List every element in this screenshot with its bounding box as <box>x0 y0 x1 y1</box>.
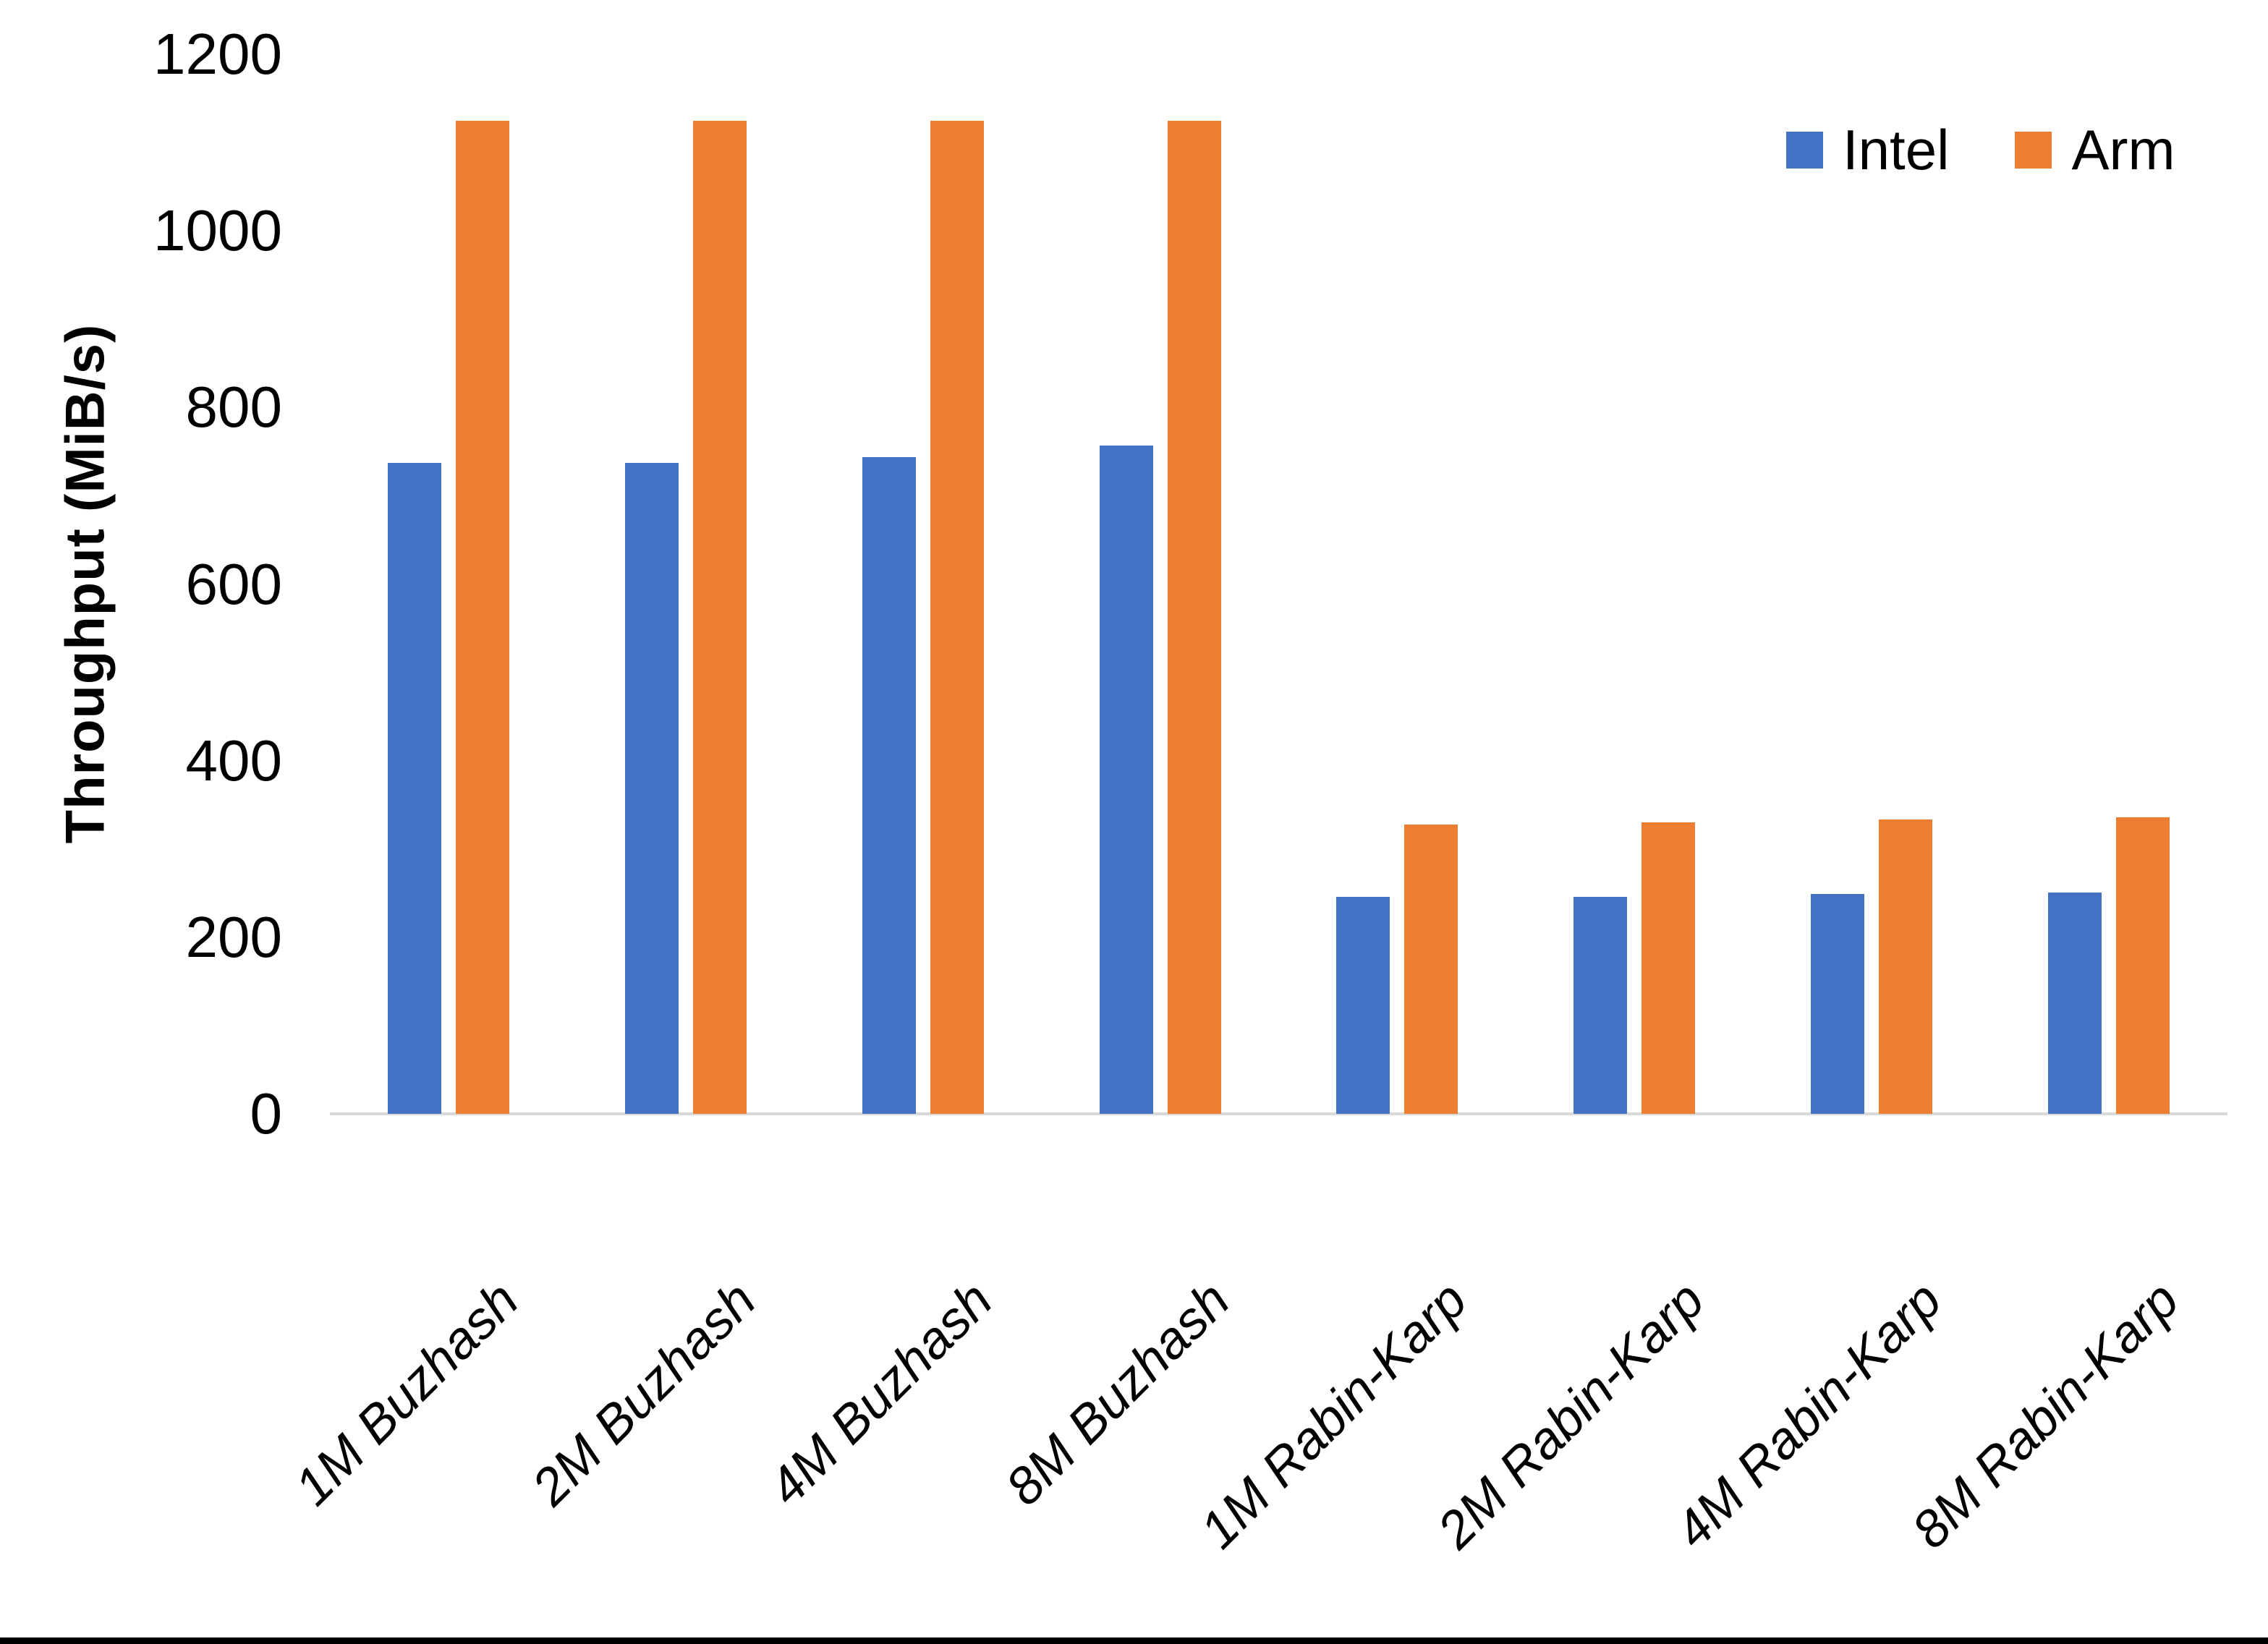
legend-label-arm: Arm <box>2071 118 2175 182</box>
bar-arm-4m-rabin-karp <box>1879 819 1932 1114</box>
bar-arm-1m-buzhash <box>456 121 509 1114</box>
y-tick-label-400: 400 <box>185 728 282 793</box>
bar-arm-8m-buzhash <box>1168 121 1221 1114</box>
y-tick-label-600: 600 <box>185 551 282 616</box>
bar-intel-4m-rabin-karp <box>1811 894 1864 1114</box>
bar-arm-8m-rabin-karp <box>2116 817 2170 1114</box>
x-category-label-1m-buzhash: 1M Buzhash <box>284 1271 530 1517</box>
x-category-label-4m-buzhash: 4M Buzhash <box>757 1271 1004 1517</box>
y-tick-label-1200: 1200 <box>153 22 282 86</box>
legend: Intel Arm <box>1786 122 2175 178</box>
bar-intel-2m-buzhash <box>625 463 679 1114</box>
bar-arm-2m-rabin-karp <box>1641 822 1695 1114</box>
legend-swatch-arm <box>2015 131 2052 169</box>
bar-arm-1m-rabin-karp <box>1404 825 1458 1114</box>
legend-item-intel: Intel <box>1786 122 1949 178</box>
y-tick-label-200: 200 <box>185 904 282 969</box>
legend-item-arm: Arm <box>2015 122 2175 178</box>
bar-intel-1m-buzhash <box>388 463 441 1114</box>
x-axis-line <box>330 1112 2227 1115</box>
y-tick-label-1000: 1000 <box>153 198 282 263</box>
bar-intel-8m-rabin-karp <box>2048 893 2102 1114</box>
x-category-label-2m-buzhash: 2M Buzhash <box>520 1271 767 1517</box>
x-category-label-8m-buzhash: 8M Buzhash <box>995 1271 1241 1517</box>
bar-intel-2m-rabin-karp <box>1573 897 1627 1114</box>
legend-label-intel: Intel <box>1843 118 1950 182</box>
bar-intel-8m-buzhash <box>1100 446 1153 1114</box>
y-tick-label-0: 0 <box>250 1081 283 1146</box>
bottom-border-bar <box>0 1637 2268 1644</box>
bar-intel-4m-buzhash <box>862 457 916 1114</box>
y-tick-label-800: 800 <box>185 375 282 440</box>
bar-arm-2m-buzhash <box>693 121 747 1114</box>
bar-intel-1m-rabin-karp <box>1336 897 1390 1114</box>
legend-swatch-intel <box>1786 131 1823 169</box>
bar-arm-4m-buzhash <box>930 121 984 1114</box>
